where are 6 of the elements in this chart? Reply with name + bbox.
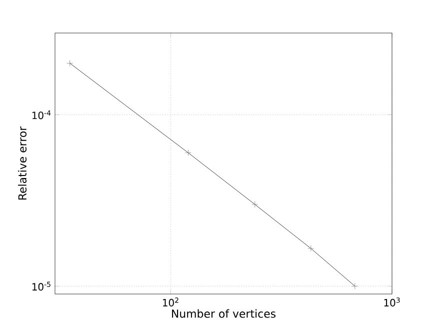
y-tick-label: 10$^{-4}$: [32, 110, 51, 120]
y-axis-title: Relative error: [18, 126, 27, 200]
x-tick-label: 10$^{3}$: [384, 298, 400, 306]
x-tick-label: 10$^{2}$: [163, 298, 178, 306]
y-tick-label: 10$^{-5}$: [32, 282, 50, 291]
x-axis-title: Number of vertices: [172, 309, 276, 318]
